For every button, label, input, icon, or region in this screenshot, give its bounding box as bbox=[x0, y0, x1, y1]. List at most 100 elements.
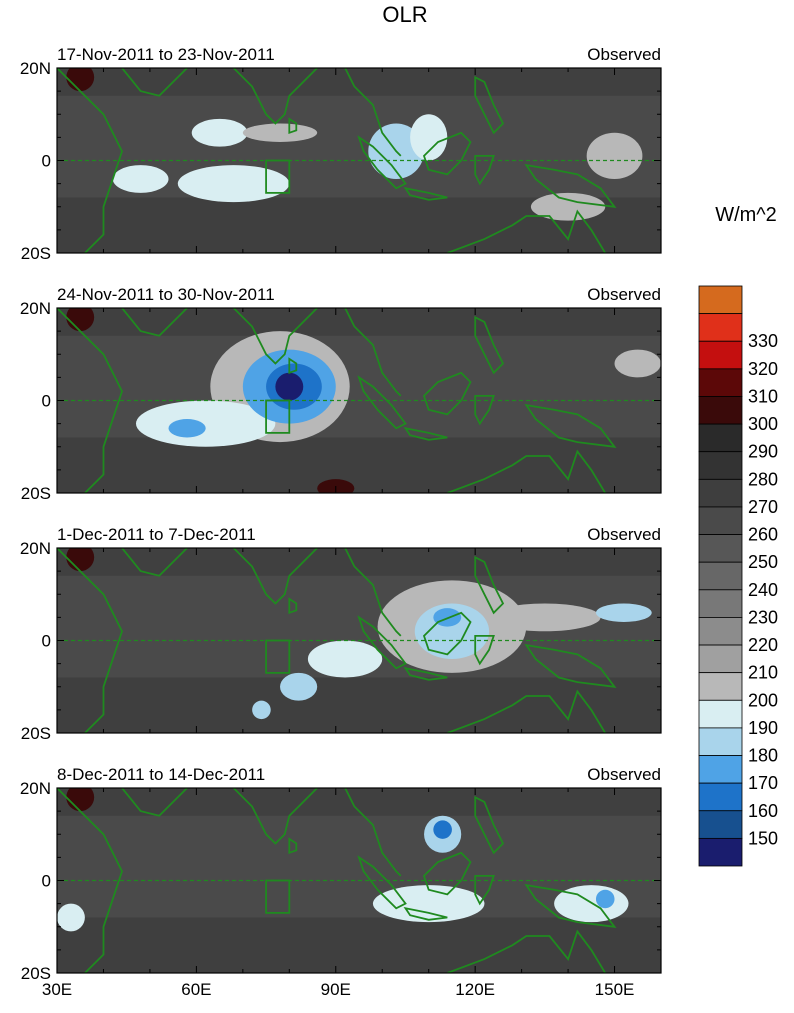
olr-contour-feature bbox=[242, 123, 318, 142]
panel-right-title: Observed bbox=[587, 765, 661, 784]
indochina-coast bbox=[344, 788, 402, 877]
australia-coast bbox=[446, 689, 606, 733]
y-tick-label: 20N bbox=[20, 779, 51, 798]
java-coast bbox=[403, 906, 448, 921]
dry-band bbox=[57, 437, 661, 493]
colorbar-swatch bbox=[698, 396, 743, 425]
olr-contour-feature bbox=[433, 820, 452, 839]
olr-contour-feature bbox=[410, 114, 448, 161]
colorbar-label: 310 bbox=[748, 386, 778, 406]
africa-coast bbox=[57, 548, 123, 733]
x-tick-label: 90E bbox=[321, 980, 351, 999]
colorbar-swatch bbox=[698, 727, 743, 756]
y-tick-label: 20N bbox=[20, 59, 51, 78]
coastlines bbox=[57, 308, 617, 493]
y-tick-label: 0 bbox=[42, 632, 51, 651]
africa-coast bbox=[57, 788, 123, 973]
africa-coast bbox=[57, 308, 123, 493]
philippines-coast bbox=[474, 315, 505, 375]
y-tick-label: 20N bbox=[20, 299, 51, 318]
olr-contour-feature bbox=[57, 903, 85, 932]
olr-contour-feature bbox=[252, 700, 271, 720]
panel-right-title: Observed bbox=[587, 525, 661, 544]
colorbar-swatch bbox=[698, 506, 743, 535]
x-tick-label: 120E bbox=[455, 980, 495, 999]
colorbar-swatch bbox=[698, 755, 743, 784]
sumatra-coast bbox=[357, 135, 407, 190]
australia-coast bbox=[446, 449, 606, 493]
olr-contour-feature bbox=[489, 603, 601, 632]
colorbar-label: 200 bbox=[748, 690, 778, 710]
x-tick-label: 30E bbox=[42, 980, 72, 999]
y-tick-label: 0 bbox=[42, 392, 51, 411]
colorbar-swatch bbox=[698, 837, 743, 867]
borneo-coast bbox=[422, 371, 472, 416]
panel-right-title: Observed bbox=[587, 45, 661, 64]
colorbar-label: 150 bbox=[748, 828, 778, 848]
colorbar-label: 300 bbox=[748, 414, 778, 434]
y-tick-label: 20S bbox=[21, 964, 51, 983]
olr-contour-feature bbox=[586, 132, 643, 179]
srilanka-coast bbox=[288, 357, 298, 375]
coastlines bbox=[57, 788, 617, 973]
panels: 20N 0 20S 17-Nov-2011 to 23-Nov-2011 Observe… bbox=[20, 45, 662, 999]
colorbar-swatch bbox=[698, 782, 743, 812]
colorbar-label: 220 bbox=[748, 635, 778, 655]
india-coast bbox=[232, 68, 318, 125]
colorbar-label: 210 bbox=[748, 663, 778, 683]
sulawesi-coast bbox=[474, 875, 495, 906]
india-coast bbox=[232, 308, 318, 365]
coastlines bbox=[57, 68, 617, 253]
newguinea-coast bbox=[524, 403, 617, 448]
colorbar-swatch bbox=[698, 368, 743, 397]
panel-2: 20N 0 20S 24-Nov-2011 to 30-Nov-2011 Observe… bbox=[20, 285, 662, 503]
figure-title: OLR bbox=[382, 2, 427, 27]
y-tick-label: 0 bbox=[42, 152, 51, 171]
java-coast bbox=[403, 666, 448, 681]
indochina-coast bbox=[344, 68, 402, 157]
olr-contour-feature bbox=[530, 192, 606, 221]
newguinea-coast bbox=[524, 163, 617, 208]
sumatra-coast bbox=[357, 855, 407, 910]
sulawesi-coast bbox=[474, 635, 495, 666]
colorbar-swatch bbox=[698, 423, 743, 453]
java-coast bbox=[403, 186, 448, 201]
panel-4: 20N 0 20S 8-Dec-2011 to 14-Dec-2011 Observed… bbox=[20, 765, 662, 999]
australia-coast bbox=[446, 209, 606, 253]
coastlines bbox=[57, 548, 617, 733]
olr-contour-feature bbox=[307, 640, 383, 678]
colorbar-swatch bbox=[698, 478, 743, 508]
colorbar-label: 170 bbox=[748, 773, 778, 793]
olr-contour-feature bbox=[135, 400, 276, 447]
colorbar-label: 330 bbox=[748, 331, 778, 351]
sulawesi-coast bbox=[474, 154, 495, 186]
panel-left-title: 1-Dec-2011 to 7-Dec-2011 bbox=[57, 525, 256, 544]
borneo-coast bbox=[422, 611, 472, 656]
dry-band bbox=[57, 917, 661, 973]
panel-3: 20N 0 20S 1-Dec-2011 to 7-Dec-2011 Observed bbox=[20, 525, 662, 743]
colorbar-swatch bbox=[698, 644, 743, 674]
colorbar-label: 230 bbox=[748, 607, 778, 627]
newguinea-coast bbox=[524, 883, 617, 928]
borneo-coast bbox=[422, 851, 472, 896]
y-tick-label: 20N bbox=[20, 539, 51, 558]
philippines-coast bbox=[474, 75, 505, 135]
colorbar-label: 160 bbox=[748, 801, 778, 821]
java-coast bbox=[403, 426, 448, 441]
olr-contour-feature bbox=[177, 165, 290, 203]
x-tick-label: 60E bbox=[181, 980, 211, 999]
philippines-coast bbox=[474, 795, 505, 855]
colorbar-label: 240 bbox=[748, 580, 778, 600]
colorbar-swatch bbox=[698, 589, 743, 618]
srilanka-coast bbox=[288, 117, 298, 135]
colorbar: W/m^2 150 160 170 180 190 200 210 220 230 240 250 26… bbox=[698, 204, 778, 867]
olr-contour-feature bbox=[275, 372, 304, 401]
y-tick-label: 20S bbox=[21, 484, 51, 503]
srilanka-coast bbox=[288, 837, 298, 855]
y-tick-label: 20S bbox=[21, 244, 51, 263]
arabia-coast bbox=[121, 68, 188, 97]
arabia-coast bbox=[121, 548, 188, 577]
colorbar-swatch bbox=[698, 285, 743, 315]
panel-right-title: Observed bbox=[587, 285, 661, 304]
